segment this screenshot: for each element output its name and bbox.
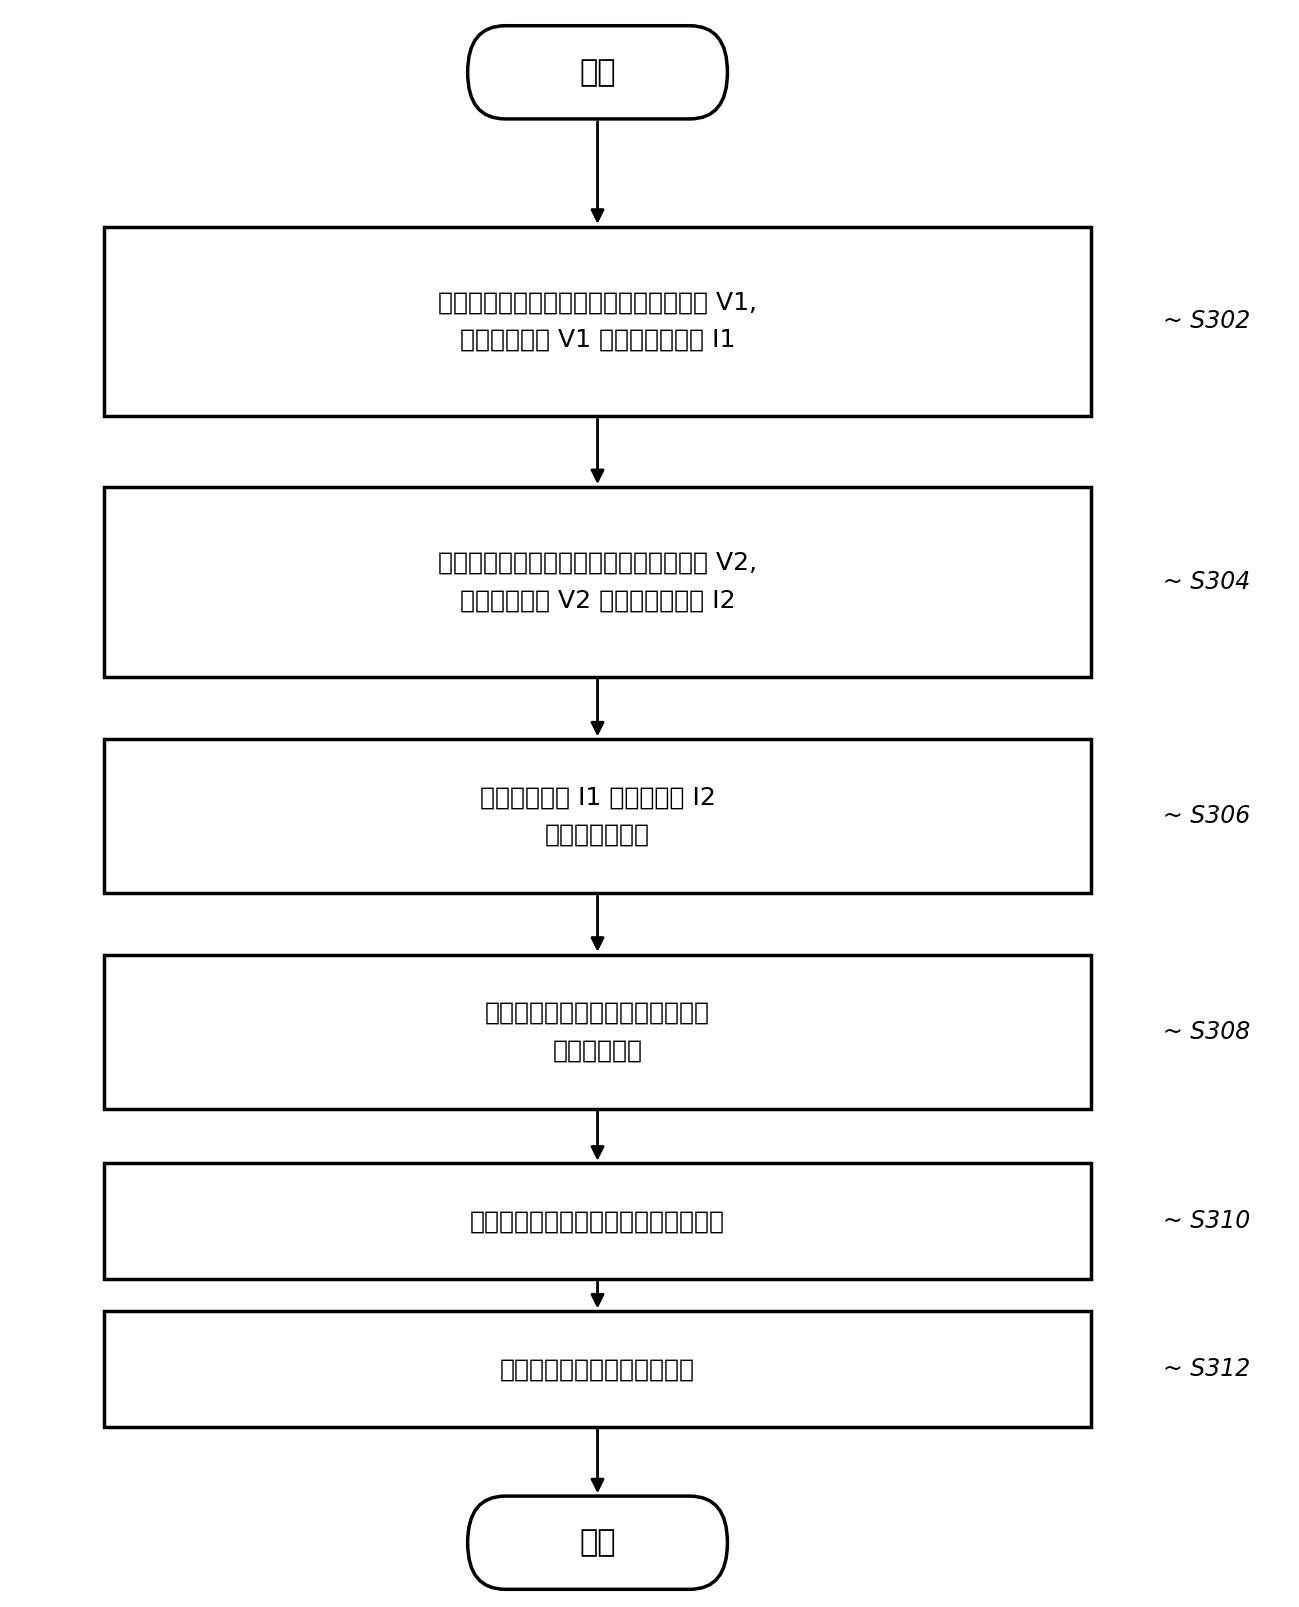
Text: ~ S306: ~ S306 xyxy=(1163,805,1250,828)
FancyBboxPatch shape xyxy=(104,487,1091,677)
Text: ~ S312: ~ S312 xyxy=(1163,1358,1250,1380)
FancyBboxPatch shape xyxy=(104,955,1091,1109)
Text: 依据感测电阶两端的其一端取得电压信号 V1,
并将电压信号 V1 转换为电流信号 I1: 依据感测电阶两端的其一端取得电压信号 V1, 并将电压信号 V1 转换为电流信号… xyxy=(438,291,757,352)
FancyBboxPatch shape xyxy=(104,1163,1091,1279)
Text: ~ S304: ~ S304 xyxy=(1163,570,1250,593)
FancyBboxPatch shape xyxy=(104,739,1091,893)
FancyBboxPatch shape xyxy=(104,1311,1091,1427)
Text: 开始: 开始 xyxy=(579,58,616,87)
Text: 依据电流信号 I1 与电流信号 I2
提供电流差信号: 依据电流信号 I1 与电流信号 I2 提供电流差信号 xyxy=(479,786,716,847)
Text: 依据逻辑信号计算一电池电量: 依据逻辑信号计算一电池电量 xyxy=(500,1358,695,1380)
Text: ~ S302: ~ S302 xyxy=(1163,310,1250,333)
FancyBboxPatch shape xyxy=(468,1496,727,1589)
Text: ~ S310: ~ S310 xyxy=(1163,1210,1250,1233)
FancyBboxPatch shape xyxy=(468,26,727,119)
Text: ~ S308: ~ S308 xyxy=(1163,1020,1250,1043)
Text: 用以依据电流差信号及一电流死带
输出比较信号: 用以依据电流差信号及一电流死带 输出比较信号 xyxy=(485,1001,711,1062)
Text: 结束: 结束 xyxy=(579,1528,616,1557)
FancyBboxPatch shape xyxy=(104,227,1091,416)
Text: 依据感测电阶两端的另一端取得电压信号 V2,
并将电压信号 V2 转换为电流信号 I2: 依据感测电阶两端的另一端取得电压信号 V2, 并将电压信号 V2 转换为电流信号… xyxy=(438,551,757,612)
Text: 依据比较信号及预设信号输出逻辑信号: 依据比较信号及预设信号输出逻辑信号 xyxy=(470,1210,725,1233)
